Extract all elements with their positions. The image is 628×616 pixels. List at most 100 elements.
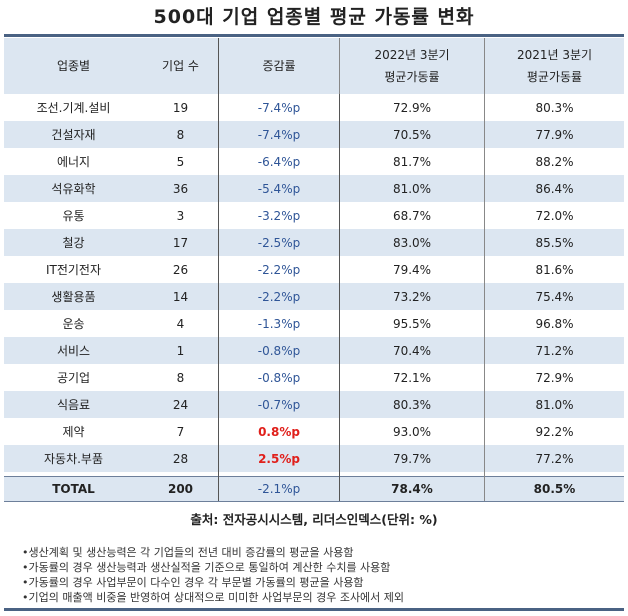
cell-y2022: 70.5% xyxy=(339,121,485,148)
footnote: •가동률의 경우 사업부문이 다수인 경우 각 부문별 가동률의 평균을 사용함 xyxy=(22,576,364,589)
header-2021-line2: 평균가동률 xyxy=(526,70,583,84)
top-rule xyxy=(4,34,624,37)
footnote: •생산계획 및 생산능력은 각 기업들의 전년 대비 증감률의 평균을 사용함 xyxy=(22,546,354,559)
cell-count: 36 xyxy=(143,175,219,202)
cell-sector: 자동차.부품 xyxy=(4,445,143,472)
cell-change: -2.1%p xyxy=(218,476,340,502)
table-row: 식음료 24 -0.7%p 80.3% 81.0% xyxy=(4,391,624,418)
cell-y2022: 78.4% xyxy=(339,476,485,502)
cell-count: 14 xyxy=(143,283,219,310)
cell-sector: 운송 xyxy=(62,316,85,331)
table-row: 공기업 8 -0.8%p 72.1% 72.9% xyxy=(4,364,624,391)
cell-y2022: 68.7% xyxy=(339,202,485,229)
cell-sector: 제약 xyxy=(62,424,85,439)
footnote: •기업의 매출액 비중을 반영하여 상대적으로 미미한 사업부문의 경우 조사에… xyxy=(22,591,405,604)
cell-count: 3 xyxy=(176,208,185,223)
table-row: 철강 17 -2.5%p 83.0% 85.5% xyxy=(4,229,624,256)
cell-y2021: 72.9% xyxy=(535,370,574,385)
cell-change: -0.8%p xyxy=(218,364,340,391)
cell-count: 1 xyxy=(143,337,219,364)
table-row: 생활용품 14 -2.2%p 73.2% 75.4% xyxy=(4,283,624,310)
cell-count: 7 xyxy=(176,424,185,439)
cell-y2021: 77.2% xyxy=(484,445,624,472)
cell-change: -0.8%p xyxy=(218,337,340,364)
cell-y2022: 80.3% xyxy=(339,391,485,418)
cell-sector: 유통 xyxy=(62,208,85,223)
cell-change: -0.7%p xyxy=(218,391,340,418)
cell-sector: IT전기전자 xyxy=(45,262,102,277)
cell-y2021: 92.2% xyxy=(535,424,574,439)
cell-count: 19 xyxy=(172,100,189,115)
cell-y2021: 71.2% xyxy=(484,337,624,364)
cell-y2021: 77.9% xyxy=(484,121,624,148)
table-row: 유통 3 -3.2%p 68.7% 72.0% xyxy=(4,202,624,229)
cell-change: -2.2%p xyxy=(218,256,340,283)
cell-sector: 조선.기계.설비 xyxy=(36,100,111,115)
cell-sector: 식음료 xyxy=(4,391,143,418)
table-row: 서비스 1 -0.8%p 70.4% 71.2% xyxy=(4,337,624,364)
table-row: 자동차.부품 28 2.5%p 79.7% 77.2% xyxy=(4,445,624,472)
cell-count: 4 xyxy=(176,316,185,331)
header-2021-line1: 2021년 3분기 xyxy=(516,48,593,62)
cell-y2022: 72.9% xyxy=(339,94,485,121)
cell-sector: 건설자재 xyxy=(4,121,143,148)
cell-sector: TOTAL xyxy=(4,476,143,502)
table-row: 제약 7 0.8%p 93.0% 92.2% xyxy=(4,418,624,445)
cell-y2021: 81.0% xyxy=(484,391,624,418)
cell-y2022: 81.0% xyxy=(339,175,485,202)
table-row: IT전기전자 26 -2.2%p 79.4% 81.6% xyxy=(4,256,624,283)
cell-y2022: 70.4% xyxy=(339,337,485,364)
cell-y2021: 80.5% xyxy=(484,476,624,502)
footnote: •가동률의 경우 생산능력과 생산실적을 기준으로 통일하여 계산한 수치를 사… xyxy=(22,561,391,574)
cell-change: -3.2%p xyxy=(218,202,340,229)
cell-y2021: 88.2% xyxy=(535,154,574,169)
cell-count: 28 xyxy=(143,445,219,472)
cell-y2021: 96.8% xyxy=(535,316,574,331)
cell-sector: 공기업 xyxy=(56,370,91,385)
cell-change: -2.2%p xyxy=(218,283,340,310)
cell-y2022: 79.4% xyxy=(339,256,485,283)
cell-sector: 철강 xyxy=(4,229,143,256)
cell-y2022: 95.5% xyxy=(339,310,485,337)
table-row: 건설자재 8 -7.4%p 70.5% 77.9% xyxy=(4,121,624,148)
cell-count: 200 xyxy=(143,476,219,502)
cell-change: -7.4%p xyxy=(218,94,340,121)
cell-y2021: 86.4% xyxy=(484,175,624,202)
header-sector: 업종별 xyxy=(4,38,143,94)
cell-change: -7.4%p xyxy=(218,121,340,148)
cell-change: 2.5%p xyxy=(218,445,340,472)
cell-y2021: 72.0% xyxy=(535,208,574,223)
cell-y2022: 81.7% xyxy=(339,148,485,175)
cell-sector: 생활용품 xyxy=(4,283,143,310)
bottom-rule xyxy=(4,608,624,611)
cell-sector: 석유화학 xyxy=(4,175,143,202)
cell-count: 8 xyxy=(143,121,219,148)
header-count: 기업 수 xyxy=(143,38,219,94)
cell-count: 5 xyxy=(176,154,185,169)
cell-y2022: 72.1% xyxy=(339,364,485,391)
table-row: 조선.기계.설비 19 -7.4%p 72.9% 80.3% xyxy=(4,94,624,121)
header-2022-line1: 2022년 3분기 xyxy=(374,48,450,62)
cell-y2022: 73.2% xyxy=(339,283,485,310)
cell-sector: 서비스 xyxy=(4,337,143,364)
cell-count: 17 xyxy=(143,229,219,256)
cell-sector: 에너지 xyxy=(56,154,91,169)
cell-y2021: 80.3% xyxy=(535,100,574,115)
header-2022-line2: 평균가동률 xyxy=(384,70,440,84)
cell-y2022: 83.0% xyxy=(339,229,485,256)
table-row: 에너지 5 -6.4%p 81.7% 88.2% xyxy=(4,148,624,175)
header-change: 증감률 xyxy=(218,38,340,94)
cell-y2022: 79.7% xyxy=(339,445,485,472)
cell-y2022: 93.0% xyxy=(339,418,485,445)
cell-change: -1.3%p xyxy=(218,310,340,337)
cell-count: 26 xyxy=(172,262,189,277)
cell-y2021: 85.5% xyxy=(484,229,624,256)
cell-y2021: 75.4% xyxy=(484,283,624,310)
cell-change: -5.4%p xyxy=(218,175,340,202)
cell-change: -6.4%p xyxy=(218,148,340,175)
cell-y2021: 81.6% xyxy=(535,262,574,277)
